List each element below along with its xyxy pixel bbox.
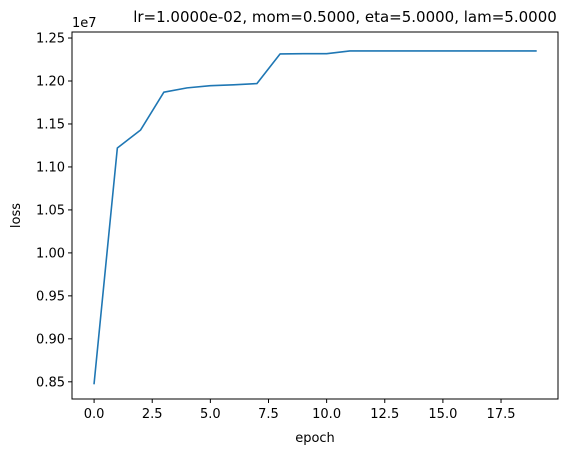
y-axis-ticks: 0.85 0.90 0.95 1.00 1.05 1.10 1.15 1.20 1.25: [36, 32, 72, 390]
x-tick-label: 2.5: [142, 407, 163, 422]
x-axis-label: epoch: [295, 431, 335, 446]
loss-series-line: [93, 50, 537, 385]
chart-title: lr=1.0000e-02, mom=0.5000, eta=5.0000, l…: [133, 8, 557, 26]
y-offset-label: 1e7: [72, 16, 97, 31]
series-layer: [93, 50, 537, 385]
x-tick-label: 12.5: [370, 407, 399, 422]
x-tick-label: 5.0: [200, 407, 221, 422]
x-tick-label: 15.0: [428, 407, 457, 422]
y-tick-label: 1.00: [36, 246, 65, 261]
plot-area: [72, 32, 558, 399]
x-tick-label: 0.0: [84, 407, 105, 422]
axes-frame: [71, 31, 559, 400]
x-axis-ticks: 0.0 2.5 5.0 7.5 10.0 12.5 15.0 17.5: [84, 399, 516, 422]
y-tick-label: 0.85: [36, 375, 65, 390]
y-tick-label: 1.25: [36, 32, 65, 47]
x-tick-label: 17.5: [487, 407, 516, 422]
x-tick-label: 10.0: [312, 407, 341, 422]
y-axis-label: loss: [9, 203, 24, 228]
y-tick-label: 0.90: [36, 332, 65, 347]
y-tick-label: 1.15: [36, 117, 65, 132]
x-tick-label: 7.5: [258, 407, 279, 422]
y-tick-label: 1.10: [36, 160, 65, 175]
y-tick-label: 1.05: [36, 203, 65, 218]
y-tick-label: 1.20: [36, 74, 65, 89]
y-tick-label: 0.95: [36, 289, 65, 304]
